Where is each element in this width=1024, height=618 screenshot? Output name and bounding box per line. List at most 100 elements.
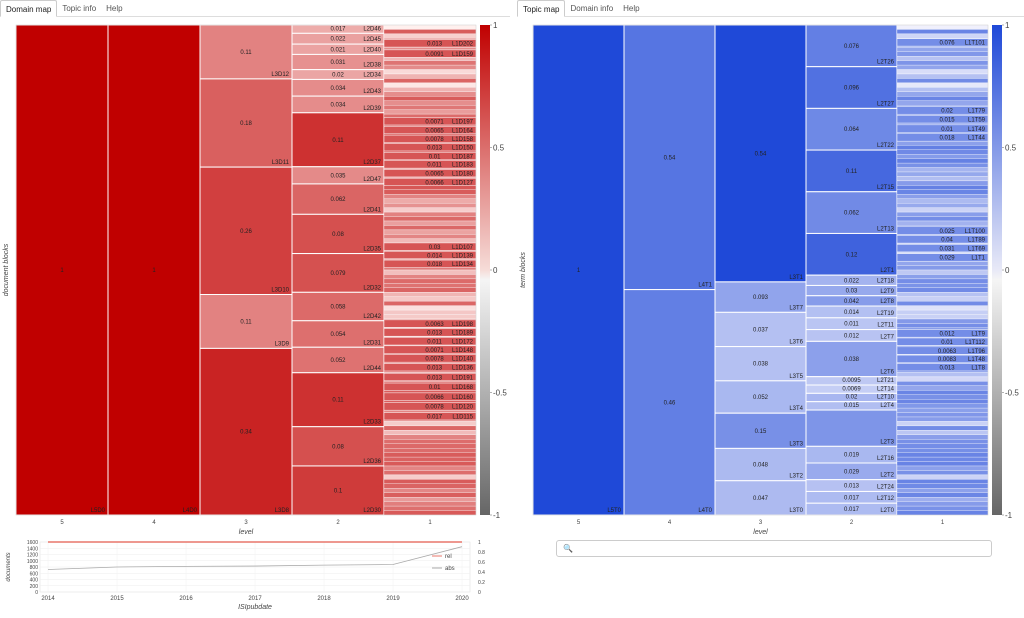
stripe[interactable] (383, 87, 477, 92)
stripe[interactable] (383, 60, 477, 66)
stripe[interactable] (383, 229, 477, 235)
stripe[interactable] (383, 510, 477, 516)
block-l2d32[interactable] (291, 253, 385, 293)
stripe[interactable] (896, 323, 989, 329)
stripe[interactable] (383, 497, 477, 502)
stripe[interactable] (896, 189, 989, 195)
stripe[interactable] (383, 194, 477, 199)
stripe[interactable] (383, 425, 477, 431)
stripe[interactable] (383, 109, 477, 115)
block-l3d9[interactable] (199, 294, 293, 349)
stripe[interactable] (383, 96, 477, 101)
stripe[interactable] (383, 501, 477, 507)
stripe[interactable] (896, 278, 989, 284)
stripe[interactable] (896, 203, 989, 208)
stripe[interactable] (896, 510, 989, 516)
stripe[interactable] (383, 305, 477, 311)
stripe[interactable] (896, 448, 989, 453)
stripe[interactable] (383, 198, 477, 204)
stripe[interactable] (383, 24, 477, 30)
stripe[interactable] (896, 394, 989, 400)
stripe[interactable] (896, 505, 989, 511)
stripe[interactable] (896, 158, 989, 164)
stripe[interactable] (383, 283, 477, 288)
stripe[interactable] (896, 56, 989, 61)
block-l3t7[interactable] (714, 281, 807, 313)
stripe[interactable] (896, 287, 989, 293)
stripe[interactable] (896, 69, 989, 75)
stripe[interactable] (383, 470, 477, 476)
stripe[interactable] (383, 100, 477, 106)
search-input[interactable] (576, 541, 991, 556)
stripe[interactable] (383, 78, 477, 84)
block-l5d0[interactable] (15, 24, 109, 516)
block-l3d10[interactable] (199, 166, 293, 296)
stripe[interactable] (383, 73, 477, 79)
block-l4t1[interactable] (623, 24, 716, 291)
stripe[interactable] (896, 488, 989, 493)
stripe[interactable] (383, 483, 477, 489)
stripe[interactable] (896, 185, 989, 190)
stripe[interactable] (383, 203, 477, 208)
stripe[interactable] (383, 69, 477, 75)
block-l4t0[interactable] (623, 289, 716, 516)
stripe[interactable] (896, 29, 989, 35)
stripe[interactable] (383, 430, 477, 435)
stripe[interactable] (896, 434, 989, 440)
stripe[interactable] (896, 492, 989, 498)
stripe[interactable] (896, 60, 989, 66)
stripe[interactable] (383, 296, 477, 302)
stripe[interactable] (383, 448, 477, 453)
stripe[interactable] (383, 91, 477, 97)
stripe[interactable] (896, 274, 989, 280)
stripe[interactable] (383, 292, 477, 297)
stripe[interactable] (383, 274, 477, 280)
stripe[interactable] (896, 260, 989, 266)
block-l3t5[interactable] (714, 346, 807, 382)
stripe[interactable] (896, 100, 989, 106)
stripe[interactable] (383, 105, 477, 110)
stripe[interactable] (896, 171, 989, 177)
left-tab-help[interactable]: Help (106, 4, 123, 13)
stripe[interactable] (896, 73, 989, 79)
stripe[interactable] (896, 452, 989, 458)
stripe[interactable] (383, 452, 477, 458)
domain-map-chart[interactable]: 1L5D051L4D040.11L3D120.18L3D110.26L3D100… (0, 20, 512, 540)
stripe[interactable] (383, 314, 477, 320)
stripe[interactable] (896, 167, 989, 173)
stripe[interactable] (896, 96, 989, 101)
stripe[interactable] (383, 479, 477, 484)
stripe[interactable] (383, 220, 477, 226)
stripe[interactable] (383, 269, 477, 275)
stripe[interactable] (383, 238, 477, 244)
block-l2t22[interactable] (805, 107, 898, 151)
stripe[interactable] (896, 483, 989, 489)
stripe[interactable] (383, 439, 477, 444)
block-l2d42[interactable] (291, 291, 385, 322)
stripe[interactable] (896, 479, 989, 484)
stripe[interactable] (896, 269, 989, 275)
block-l3d8[interactable] (199, 347, 293, 516)
block-l4d0[interactable] (107, 24, 201, 516)
stripe[interactable] (896, 24, 989, 30)
stripe[interactable] (896, 154, 989, 159)
stripe[interactable] (896, 314, 989, 320)
stripe[interactable] (896, 82, 989, 88)
stripe[interactable] (896, 292, 989, 297)
stripe[interactable] (896, 465, 989, 471)
stripe[interactable] (896, 421, 989, 427)
stripe[interactable] (383, 309, 477, 315)
stripe[interactable] (896, 501, 989, 507)
stripe[interactable] (896, 430, 989, 435)
stripe[interactable] (896, 403, 989, 409)
stripe[interactable] (896, 33, 989, 39)
stripe[interactable] (896, 305, 989, 311)
stripe[interactable] (896, 456, 989, 462)
search-box[interactable]: 🔍 (556, 540, 992, 557)
stripe[interactable] (896, 51, 989, 57)
stripe[interactable] (896, 412, 989, 418)
block-l3t3[interactable] (714, 412, 807, 449)
stripe[interactable] (896, 439, 989, 444)
stripe[interactable] (896, 220, 989, 226)
block-l3t4[interactable] (714, 380, 807, 414)
